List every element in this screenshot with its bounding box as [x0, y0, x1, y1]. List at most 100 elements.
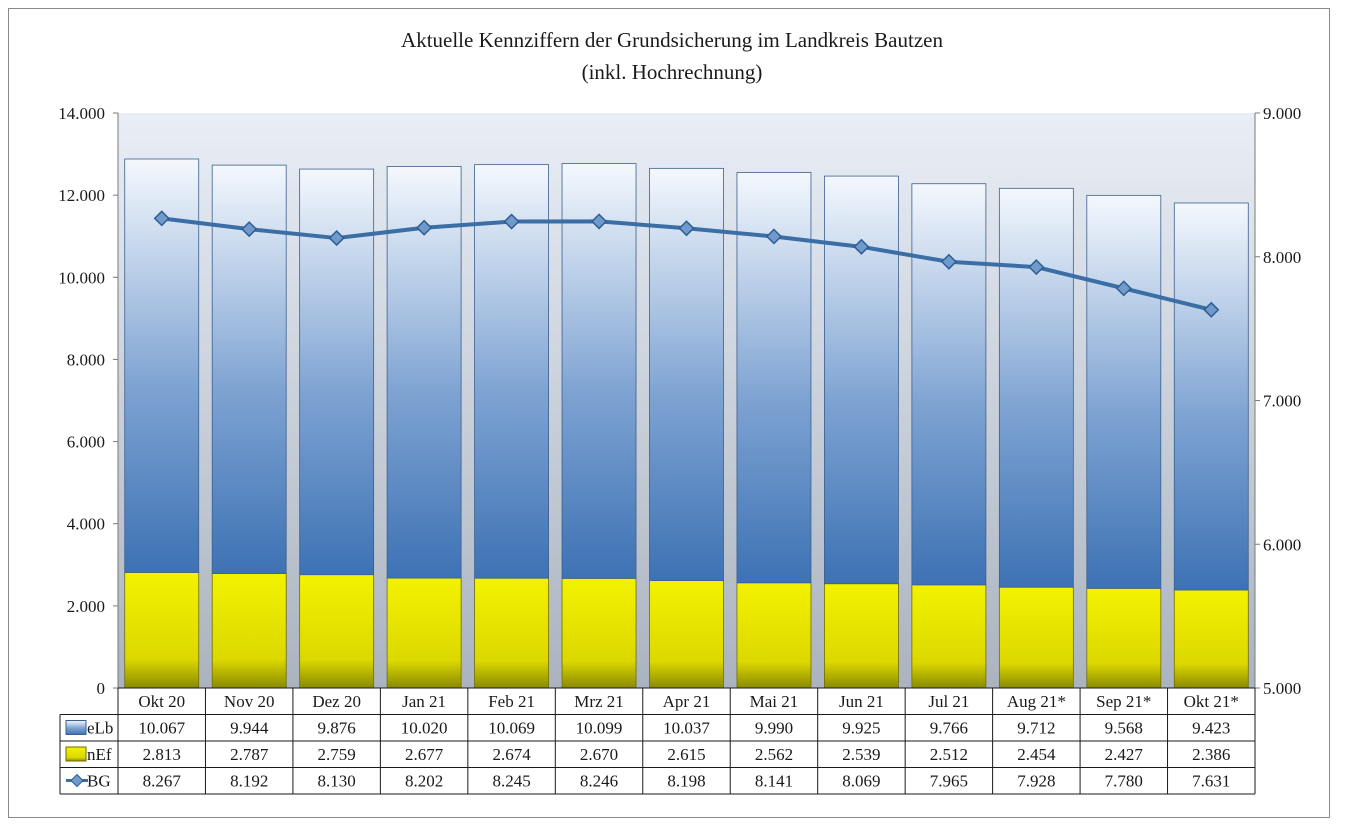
bg-marker	[328, 230, 345, 247]
data-label: 9.944	[230, 719, 269, 738]
data-label: 8.069	[842, 772, 880, 791]
bar-nef	[1173, 589, 1249, 689]
left-tick-label: 14.000	[58, 104, 105, 123]
bar-nef	[824, 583, 899, 689]
left-axis: 0 2.000 4.000 6.000 8.000 10.000 12.000 14.000	[58, 104, 119, 698]
data-label: 2.677	[405, 745, 444, 764]
data-label: 9.568	[1105, 719, 1143, 738]
bg-marker	[853, 238, 870, 255]
category-label: Apr 21	[663, 692, 711, 711]
data-label: 2.386	[1192, 745, 1230, 764]
right-tick-label: 5.000	[1263, 679, 1301, 698]
bg-marker	[416, 219, 433, 236]
bg-marker	[241, 221, 258, 238]
category-label: Jun 21	[839, 692, 884, 711]
bar-series	[124, 158, 1249, 689]
bar-nef	[211, 573, 287, 689]
bg-marker	[1115, 280, 1132, 297]
left-tick-label: 4.000	[67, 515, 105, 534]
data-label: 8.198	[667, 772, 705, 791]
series-name: eLb	[87, 719, 113, 738]
bar-elb	[474, 164, 549, 579]
category-label: Okt 20	[138, 692, 185, 711]
legend-marker-bg	[70, 773, 84, 788]
data-label: 10.067	[138, 719, 185, 738]
data-label: 2.670	[580, 745, 618, 764]
bg-marker	[1028, 259, 1045, 276]
right-axis: 5.000 6.000 7.000 8.000 9.000	[1254, 104, 1301, 698]
bar-elb	[649, 167, 724, 581]
data-label: 8.246	[580, 772, 618, 791]
data-table: Okt 20 Nov 20 Dez 20 Jan 21 Feb 21 Mrz 21 Apr …	[59, 687, 1256, 795]
data-label: 2.674	[492, 745, 531, 764]
data-label: 8.141	[755, 772, 793, 791]
data-label: 10.099	[576, 719, 623, 738]
right-tick-label: 9.000	[1263, 104, 1301, 123]
category-label: Aug 21*	[1007, 692, 1066, 711]
series-name: BG	[87, 772, 111, 791]
series-name: nEf	[87, 745, 112, 764]
bar-elb	[561, 163, 637, 579]
legend-key-nef	[65, 746, 87, 762]
left-tick-label: 0	[97, 679, 106, 698]
data-label: 2.787	[230, 745, 269, 764]
bar-nef	[736, 582, 812, 689]
bar-elb	[824, 175, 899, 585]
category-label: Mai 21	[750, 692, 799, 711]
data-label: 7.631	[1192, 772, 1230, 791]
bg-marker	[590, 213, 608, 230]
right-tick-label: 7.000	[1263, 392, 1301, 411]
category-label: Okt 21*	[1184, 692, 1239, 711]
data-label: 2.454	[1017, 745, 1056, 764]
category-label: Mrz 21	[574, 692, 624, 711]
chart-title: Aktuelle Kennziffern der Grundsicherung …	[401, 28, 943, 52]
data-label: 8.192	[230, 772, 268, 791]
data-label: 10.020	[401, 719, 448, 738]
bar-elb	[911, 183, 987, 586]
data-label: 9.712	[1017, 719, 1055, 738]
bg-marker	[1203, 301, 1220, 318]
data-label: 8.267	[143, 772, 182, 791]
data-label: 7.928	[1017, 772, 1055, 791]
bar-elb	[998, 187, 1074, 588]
bar-nef	[474, 577, 549, 689]
left-tick-label: 12.000	[58, 186, 105, 205]
right-tick-label: 8.000	[1263, 248, 1301, 267]
bg-marker	[765, 228, 783, 245]
bg-marker	[678, 220, 695, 237]
data-label: 9.766	[930, 719, 968, 738]
category-label: Jan 21	[402, 692, 446, 711]
data-label: 9.423	[1192, 719, 1230, 738]
left-tick-label: 2.000	[67, 597, 105, 616]
left-tick-label: 6.000	[67, 433, 105, 452]
bar-nef	[1086, 587, 1162, 689]
bg-marker	[503, 213, 520, 230]
bar-nef	[561, 577, 637, 689]
data-label: 9.990	[755, 719, 793, 738]
data-label: 10.069	[488, 719, 535, 738]
bar-nef	[998, 586, 1074, 689]
data-label: 2.512	[930, 745, 968, 764]
data-label: 10.037	[663, 719, 710, 738]
bar-nef	[649, 580, 724, 689]
bar-elb	[124, 158, 200, 573]
data-label: 2.539	[842, 745, 880, 764]
data-label: 2.813	[143, 745, 181, 764]
legend-key-elb	[65, 720, 87, 735]
data-label: 8.130	[318, 772, 356, 791]
data-label: 7.965	[930, 772, 968, 791]
bar-elb	[1173, 202, 1249, 591]
bar-elb	[299, 168, 375, 576]
category-label: Sep 21*	[1096, 692, 1151, 711]
left-tick-label: 10.000	[58, 268, 105, 287]
data-label: 2.562	[755, 745, 793, 764]
data-label: 9.925	[842, 719, 880, 738]
bar-nef	[911, 584, 987, 689]
line-series	[153, 210, 1220, 318]
category-label: Nov 20	[224, 692, 275, 711]
data-label: 2.427	[1105, 745, 1144, 764]
right-tick-label: 6.000	[1263, 535, 1301, 554]
data-label: 7.780	[1105, 772, 1143, 791]
data-label: 8.245	[492, 772, 530, 791]
